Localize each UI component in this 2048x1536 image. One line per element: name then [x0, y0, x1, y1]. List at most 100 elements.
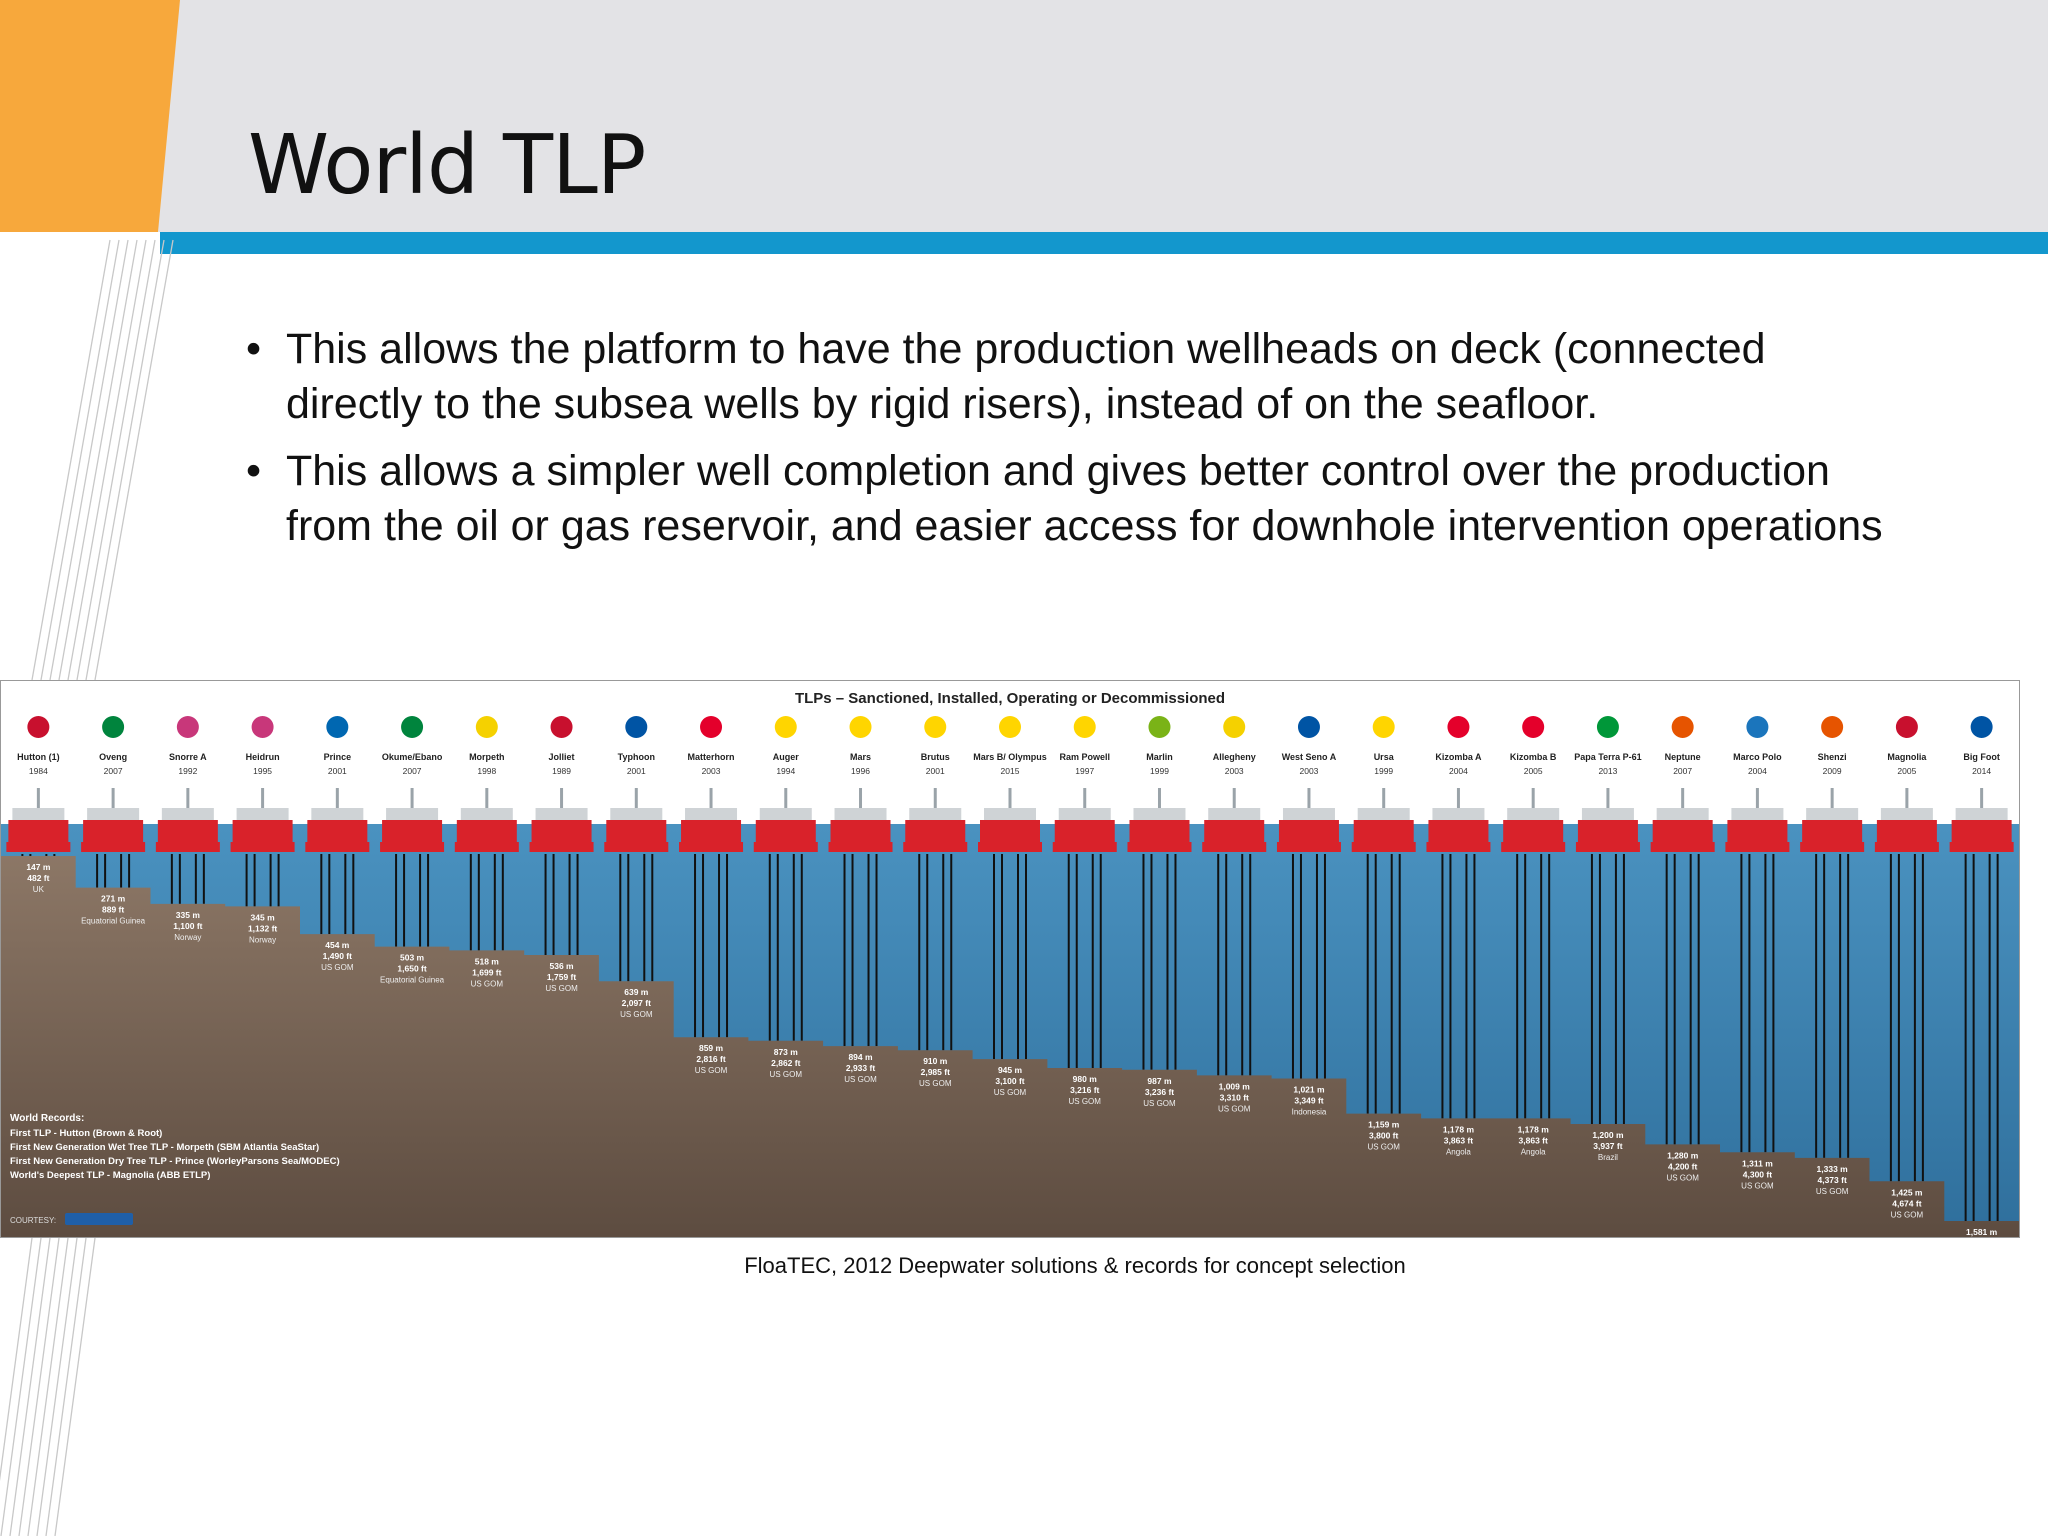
depth-feet: 4,300 ft — [1743, 1169, 1772, 1179]
decorative-line — [40, 239, 120, 681]
platform-region: US GOM — [620, 1010, 653, 1019]
platform-hull — [157, 820, 218, 842]
bullet-text: This allows the platform to have the pro… — [286, 325, 1766, 428]
platform-hull — [1802, 820, 1863, 842]
records-title: World Records: — [10, 1113, 84, 1124]
platform-name: Mars — [850, 752, 871, 762]
platform-hull — [1951, 820, 2012, 842]
operator-logo-icon — [625, 716, 648, 738]
operator-logo-icon — [849, 716, 872, 738]
platform-year: 2007 — [1673, 766, 1692, 776]
depth-meters: 518 m — [475, 956, 500, 966]
depth-feet: 3,863 ft — [1444, 1135, 1473, 1145]
platform-name: Big Foot — [1963, 752, 2000, 762]
depth-meters: 1,311 m — [1742, 1158, 1773, 1168]
depth-feet: 1,650 ft — [397, 964, 426, 974]
operator-logo-icon — [401, 716, 424, 738]
platform-region: US GOM — [1816, 1187, 1849, 1196]
platform-region: Angola — [1521, 1147, 1546, 1156]
poster-title: TLPs – Sanctioned, Installed, Operating … — [795, 690, 1225, 707]
platform-hull — [905, 820, 966, 842]
platform-pontoon — [1052, 842, 1117, 852]
platform-hull — [8, 820, 69, 842]
platform-deck — [759, 808, 812, 820]
platform-year: 1999 — [1374, 766, 1393, 776]
depth-meters: 1,280 m — [1667, 1150, 1699, 1160]
depth-feet: 2,985 ft — [921, 1067, 950, 1077]
platform-hull — [456, 820, 517, 842]
platform-region: US GOM — [770, 1070, 803, 1079]
platform-year: 2007 — [104, 766, 123, 776]
platform-pontoon — [155, 842, 220, 852]
platform-pontoon — [230, 842, 295, 852]
platform-deck — [610, 808, 663, 820]
platform-deck — [460, 808, 513, 820]
platform-region: US GOM — [695, 1066, 728, 1075]
platform-pontoon — [1127, 842, 1192, 852]
seabed-profile — [1, 856, 2019, 1237]
platform-region: US GOM — [321, 963, 354, 972]
platform-region: US GOM — [1891, 1210, 1924, 1219]
platform-year: 2013 — [1598, 766, 1617, 776]
decorative-line — [54, 1237, 96, 1536]
operator-logo-icon — [774, 716, 797, 738]
platform-deck — [984, 808, 1036, 820]
operator-logo-icon — [700, 716, 723, 738]
platform-deck — [1581, 808, 1634, 820]
slide-title: World TLP — [248, 118, 646, 213]
depth-feet: 1,699 ft — [472, 967, 501, 977]
operator-logo-icon — [1148, 716, 1171, 738]
operator-logo-icon — [924, 716, 947, 738]
platform-year: 1992 — [178, 766, 197, 776]
platform-region: US GOM — [1666, 1173, 1699, 1182]
platform-name: Auger — [773, 752, 800, 762]
bullet-text: This allows a simpler well completion an… — [286, 447, 1883, 550]
platform-name: Heidrun — [246, 752, 280, 762]
depth-feet: 1,100 ft — [173, 921, 202, 931]
decorative-line — [45, 1237, 87, 1536]
platform-pontoon — [454, 842, 519, 852]
platform-region: US GOM — [1143, 1099, 1176, 1108]
decorative-line-bundle — [0, 239, 174, 1536]
platform-hull — [1054, 820, 1115, 842]
decorative-line — [0, 1237, 42, 1536]
operator-logo-icon — [1223, 716, 1246, 738]
depth-meters: 271 m — [101, 894, 126, 904]
platform-pontoon — [6, 842, 71, 852]
platform-hull — [606, 820, 667, 842]
platform-region: Norway — [174, 933, 201, 942]
decorative-line — [49, 239, 129, 681]
depth-meters: 1,178 m — [1518, 1124, 1550, 1134]
depth-meters: 1,581 m — [1966, 1227, 1998, 1237]
platform-hull — [1129, 820, 1190, 842]
depth-meters: 1,333 m — [1817, 1164, 1849, 1174]
depth-meters: 1,178 m — [1443, 1124, 1475, 1134]
platform-year: 2003 — [1225, 766, 1244, 776]
platform-hull — [1727, 820, 1788, 842]
platform-name: West Seno A — [1282, 752, 1337, 762]
platform-name: Morpeth — [469, 752, 505, 762]
platform-name: Ursa — [1374, 752, 1395, 762]
platform-pontoon — [1650, 842, 1715, 852]
depth-meters: 503 m — [400, 953, 425, 963]
platform-pontoon — [828, 842, 893, 852]
depth-feet: 3,863 ft — [1519, 1135, 1548, 1145]
platform-year: 2001 — [926, 766, 945, 776]
platform-hull — [1278, 820, 1339, 842]
platform-hull — [1876, 820, 1937, 842]
platform-region: US GOM — [844, 1075, 877, 1084]
platform-year: 2005 — [1897, 766, 1916, 776]
depth-meters: 910 m — [923, 1056, 948, 1066]
operator-logo-icon — [475, 716, 498, 738]
depth-feet: 482 ft — [27, 873, 49, 883]
platform-hull — [307, 820, 368, 842]
platform-deck — [1955, 808, 2008, 820]
platform-name: Ram Powell — [1059, 752, 1110, 762]
platform-deck — [909, 808, 962, 820]
platform-region: US GOM — [545, 984, 578, 993]
platform-name: Matterhorn — [688, 752, 735, 762]
platform-deck — [834, 808, 887, 820]
platform-name: Neptune — [1665, 752, 1701, 762]
platform-region: US GOM — [994, 1088, 1027, 1097]
